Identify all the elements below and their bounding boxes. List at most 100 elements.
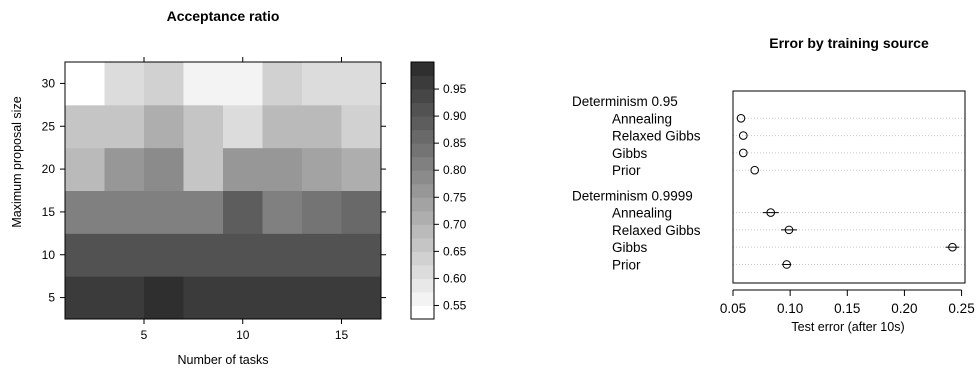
- row-label: Gibbs: [612, 146, 648, 161]
- heatmap-cell: [104, 233, 145, 277]
- y-tick-label: 10: [42, 248, 56, 262]
- heatmap-cell: [144, 233, 184, 277]
- row-label: Annealing: [612, 206, 672, 221]
- colorbar-swatch: [411, 224, 434, 239]
- heatmap-cell: [223, 190, 263, 234]
- heatmap-cell: [104, 104, 145, 149]
- heatmap-cell: [104, 276, 145, 320]
- row-label: Prior: [612, 163, 641, 178]
- heatmap-cell: [223, 233, 263, 277]
- colorbar-swatch: [411, 129, 434, 144]
- heatmap-cell: [183, 233, 224, 277]
- heatmap-cell: [262, 104, 303, 149]
- heatmap-cell: [302, 276, 342, 320]
- colorbar-swatch: [411, 278, 434, 293]
- heatmap-cell: [144, 104, 184, 149]
- heatmap-cell: [262, 233, 303, 277]
- heatmap-cell: [65, 233, 105, 277]
- colorbar-swatch: [411, 75, 434, 90]
- heatmap-cell: [104, 62, 145, 106]
- colorbar-tick-label: 0.80: [443, 163, 467, 177]
- heatmap-cell: [144, 62, 184, 106]
- heatmap-cell: [144, 276, 184, 320]
- dotplot-title: Error by training source: [769, 35, 929, 51]
- heatmap-cell: [302, 104, 342, 149]
- heatmap-cell: [223, 62, 263, 106]
- colorbar-swatch: [411, 197, 434, 212]
- colorbar-swatch: [411, 251, 434, 266]
- row-label: Relaxed Gibbs: [612, 223, 701, 238]
- heatmap-cell: [144, 147, 184, 191]
- heatmap-cell: [104, 190, 145, 234]
- row-label: Prior: [612, 257, 641, 272]
- x-tick-label: 0.10: [777, 301, 803, 316]
- colorbar-swatch: [411, 183, 434, 198]
- x-tick-label: 0.15: [834, 301, 860, 316]
- colorbar-swatch: [411, 89, 434, 104]
- heatmap-cell: [65, 62, 105, 106]
- heatmap-cell: [302, 233, 342, 277]
- y-tick-label: 30: [42, 76, 56, 90]
- colorbar-tick-label: 0.60: [443, 271, 467, 285]
- acceptance-ratio-heatmap: Acceptance ratio 5 10 15 5 10 15 20 25 30 Number…: [10, 8, 467, 367]
- colorbar-swatch: [411, 237, 434, 252]
- data-point: [738, 148, 748, 158]
- heatmap-cell: [302, 147, 342, 191]
- heatmap-cell: [65, 104, 105, 149]
- heatmap-cell: [341, 104, 382, 149]
- heatmap-frame: [64, 61, 382, 320]
- data-point: [782, 260, 792, 269]
- colorbar: 0.55 0.60 0.65 0.70 0.75 0.80 0.85 0.90 0.95: [410, 61, 467, 320]
- y-tick-label: 5: [48, 291, 55, 305]
- x-tick-label: 10: [236, 328, 250, 342]
- dotplot-body: Determinism 0.95 Annealing Relaxed Gibbs Gi…: [572, 94, 965, 272]
- x-tick-label: 0.25: [948, 301, 974, 316]
- heatmap-x-axis-label: Number of tasks: [177, 353, 268, 367]
- colorbar-swatch: [411, 156, 434, 171]
- heatmap-cell: [183, 104, 224, 149]
- colorbar-swatch: [411, 62, 434, 77]
- x-tick-label: 5: [141, 328, 148, 342]
- heatmap-title: Acceptance ratio: [167, 8, 280, 24]
- heatmap-cell: [65, 147, 105, 191]
- heatmap-cell: [65, 190, 105, 234]
- error-dotplot: Error by training source Determinism 0.9…: [572, 35, 975, 334]
- data-point: [738, 131, 748, 140]
- data-point: [750, 165, 760, 175]
- heatmap-cell: [262, 147, 303, 191]
- colorbar-tick-label: 0.65: [443, 244, 467, 258]
- colorbar-swatch: [411, 102, 434, 117]
- heatmap-cells: [65, 62, 382, 320]
- colorbar-tick-label: 0.85: [443, 136, 467, 150]
- group-label: Determinism 0.9999: [572, 188, 693, 203]
- heatmap-cell: [341, 276, 382, 320]
- heatmap-cell: [223, 276, 263, 320]
- heatmap-y-axis-label: Maximum proposal size: [10, 96, 24, 227]
- heatmap-cell: [104, 147, 145, 191]
- heatmap-cell: [341, 233, 382, 277]
- data-point: [948, 242, 957, 252]
- heatmap-cell: [262, 190, 303, 234]
- dotplot-frame: [732, 90, 966, 284]
- data-point: [784, 225, 794, 235]
- colorbar-swatch: [411, 210, 434, 225]
- colorbar-frame: [410, 61, 435, 320]
- colorbar-tick-label: 0.95: [443, 82, 467, 96]
- colorbar-tick-label: 0.90: [443, 109, 467, 123]
- colorbar-tick-label: 0.55: [443, 298, 467, 312]
- x-tick-label: 0.05: [720, 301, 746, 316]
- group-label: Determinism 0.95: [572, 94, 678, 109]
- row-label: Gibbs: [612, 240, 648, 255]
- heatmap-cell: [302, 62, 342, 106]
- heatmap-cell: [183, 62, 224, 106]
- colorbar-swatch: [411, 116, 434, 131]
- y-tick-label: 20: [42, 162, 56, 176]
- dotplot-x-axis-label: Test error (after 10s): [791, 320, 904, 334]
- heatmap-axes: 5 10 15 5 10 15 20 25 30: [42, 57, 386, 342]
- colorbar-swatch: [411, 291, 434, 306]
- heatmap-cell: [183, 276, 224, 320]
- heatmap-cell: [302, 190, 342, 234]
- colorbar-tick-label: 0.75: [443, 190, 467, 204]
- heatmap-cell: [183, 147, 224, 191]
